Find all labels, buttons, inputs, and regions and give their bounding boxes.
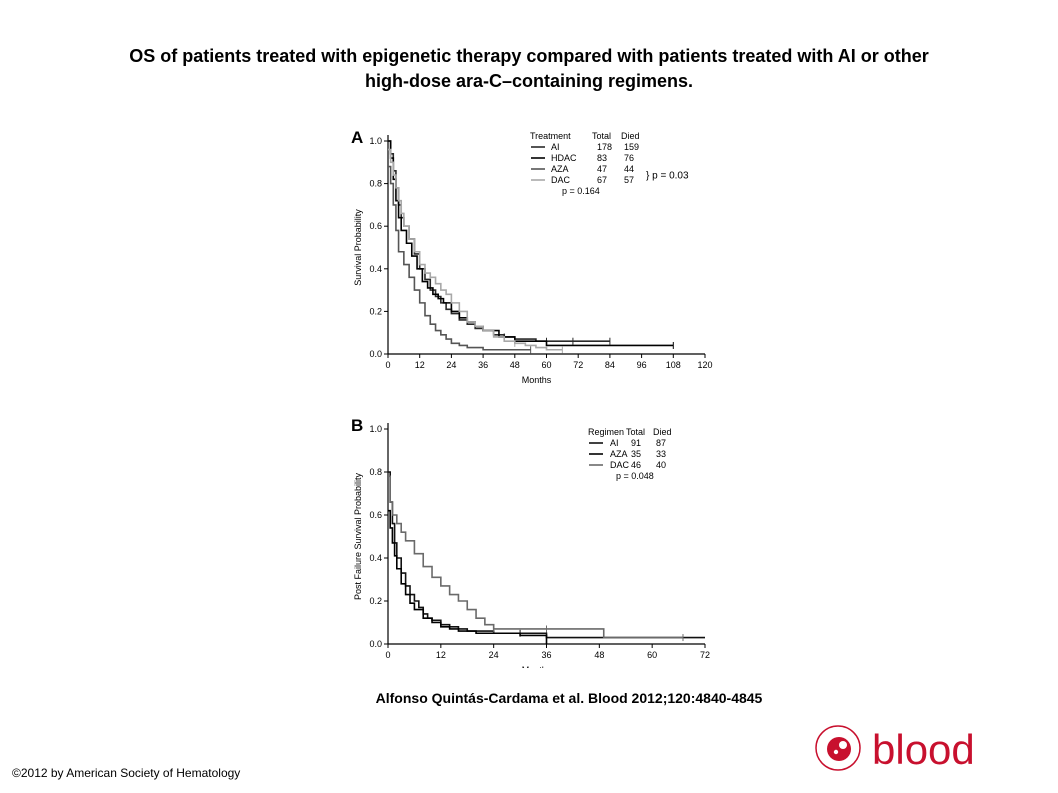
series-line-aza xyxy=(388,509,548,644)
logo-wordmark: blood xyxy=(872,726,975,773)
y-axis-label: Survival Probability xyxy=(353,209,363,286)
legend-entry-died: 33 xyxy=(656,449,666,459)
y-tick-label: 0.6 xyxy=(369,510,382,520)
legend-entry-total: 47 xyxy=(597,164,607,174)
copyright: ©2012 by American Society of Hematology xyxy=(12,766,241,780)
legend-entry-name: AI xyxy=(551,142,560,152)
x-tick-label: 48 xyxy=(510,360,520,370)
y-tick-label: 0.2 xyxy=(369,596,382,606)
y-tick-label: 0.0 xyxy=(369,639,382,649)
x-tick-label: 36 xyxy=(478,360,488,370)
legend-p-value: p = 0.164 xyxy=(562,186,600,196)
title-line-2: high-dose ara-C–containing regimens. xyxy=(364,71,694,91)
figure: A 0.0 0.2 0.4 0.6 0.8 1.0 0 12 24 36 48 60 72 84 96 108 1… xyxy=(340,108,720,675)
x-tick-label: 24 xyxy=(446,360,456,370)
legend-entry-name: DAC xyxy=(551,175,571,185)
legend-entry-name: HDAC xyxy=(551,153,577,163)
y-tick-label: 0.4 xyxy=(369,264,382,274)
legend-entry-died: 159 xyxy=(624,142,639,152)
legend-entry-died: 57 xyxy=(624,175,634,185)
legend-entry-total: 83 xyxy=(597,153,607,163)
page-title: OS of patients treated with epigenetic t… xyxy=(20,44,1038,94)
x-tick-label: 0 xyxy=(385,360,390,370)
y-tick-label: 1.0 xyxy=(369,136,382,146)
legend-entry-name: DAC xyxy=(610,460,630,470)
x-tick-label: 36 xyxy=(541,650,551,660)
logo-cell-highlight-icon xyxy=(839,741,847,749)
x-tick-label: 60 xyxy=(541,360,551,370)
x-tick-label: 72 xyxy=(700,650,710,660)
legend-header-died: Died xyxy=(621,131,640,141)
series-line-ai xyxy=(388,140,610,343)
legend-header-died: Died xyxy=(653,427,672,437)
blood-logo: blood xyxy=(812,720,1012,781)
y-tick-label: 0.6 xyxy=(369,221,382,231)
series-line-ai xyxy=(388,471,705,639)
legend-entry-name: AZA xyxy=(610,449,628,459)
series-line-dac xyxy=(388,148,563,351)
x-tick-label: 48 xyxy=(594,650,604,660)
logo-cell-icon xyxy=(827,737,851,761)
y-tick-label: 0.2 xyxy=(369,306,382,316)
legend-entry-total: 67 xyxy=(597,175,607,185)
x-tick-label: 0 xyxy=(385,650,390,660)
x-tick-label: 120 xyxy=(697,360,712,370)
y-tick-label: 0.4 xyxy=(369,553,382,563)
km-figure: A 0.0 0.2 0.4 0.6 0.8 1.0 0 12 24 36 48 60 72 84 96 108 1… xyxy=(351,128,713,675)
legend-p-bracket: } p = 0.03 xyxy=(646,171,689,182)
legend-entry-total: 46 xyxy=(631,460,641,470)
x-tick-label: 12 xyxy=(436,650,446,660)
legend-header-name: Treatment xyxy=(530,131,571,141)
title-line-1: OS of patients treated with epigenetic t… xyxy=(129,46,929,66)
legend-header-total: Total xyxy=(626,427,645,437)
legend-entry-died: 87 xyxy=(656,438,666,448)
x-tick-label: 72 xyxy=(573,360,583,370)
x-axis-label: Months xyxy=(522,665,552,668)
x-axis-label: Months xyxy=(522,375,552,385)
legend-entry-name: AI xyxy=(610,438,619,448)
series-line-aza xyxy=(388,165,531,351)
y-tick-label: 0.8 xyxy=(369,179,382,189)
logo-ring-icon xyxy=(815,725,861,771)
x-tick-label: 108 xyxy=(666,360,681,370)
legend-entry-total: 178 xyxy=(597,142,612,152)
y-tick-label: 1.0 xyxy=(369,424,382,434)
legend-entry-died: 76 xyxy=(624,153,634,163)
legend-entry-died: 44 xyxy=(624,164,634,174)
legend-header-total: Total xyxy=(592,131,611,141)
legend-entry-died: 40 xyxy=(656,460,666,470)
logo-cell-dot-icon xyxy=(833,749,839,755)
legend-entry-total: 35 xyxy=(631,449,641,459)
y-tick-label: 0.8 xyxy=(369,467,382,477)
x-tick-label: 60 xyxy=(647,650,657,660)
x-tick-label: 84 xyxy=(605,360,615,370)
y-axis-label: Post Failure Survival Probability xyxy=(353,472,363,600)
y-tick-label: 0.0 xyxy=(369,349,382,359)
x-tick-label: 12 xyxy=(415,360,425,370)
legend-header-name: Regimen xyxy=(588,427,624,437)
series-line-dac xyxy=(388,475,683,639)
x-tick-label: 24 xyxy=(489,650,499,660)
blood-logo-image: blood xyxy=(815,725,975,773)
legend-p-value: p = 0.048 xyxy=(616,471,654,481)
panel-a: A 0.0 0.2 0.4 0.6 0.8 1.0 0 12 24 36 48 60 72 84 96 108 1… xyxy=(351,128,713,385)
legend-entry-name: AZA xyxy=(551,164,569,174)
panel-label: B xyxy=(351,416,363,435)
citation: Alfonso Quintás-Cardama et al. Blood 201… xyxy=(375,690,763,706)
x-tick-label: 96 xyxy=(637,360,647,370)
legend-entry-total: 91 xyxy=(631,438,641,448)
panel-b: B 0.0 0.2 0.4 0.6 0.8 1.0 0 12 24 36 48 60 72 Months Po… xyxy=(351,416,710,675)
panel-label: A xyxy=(351,128,363,147)
